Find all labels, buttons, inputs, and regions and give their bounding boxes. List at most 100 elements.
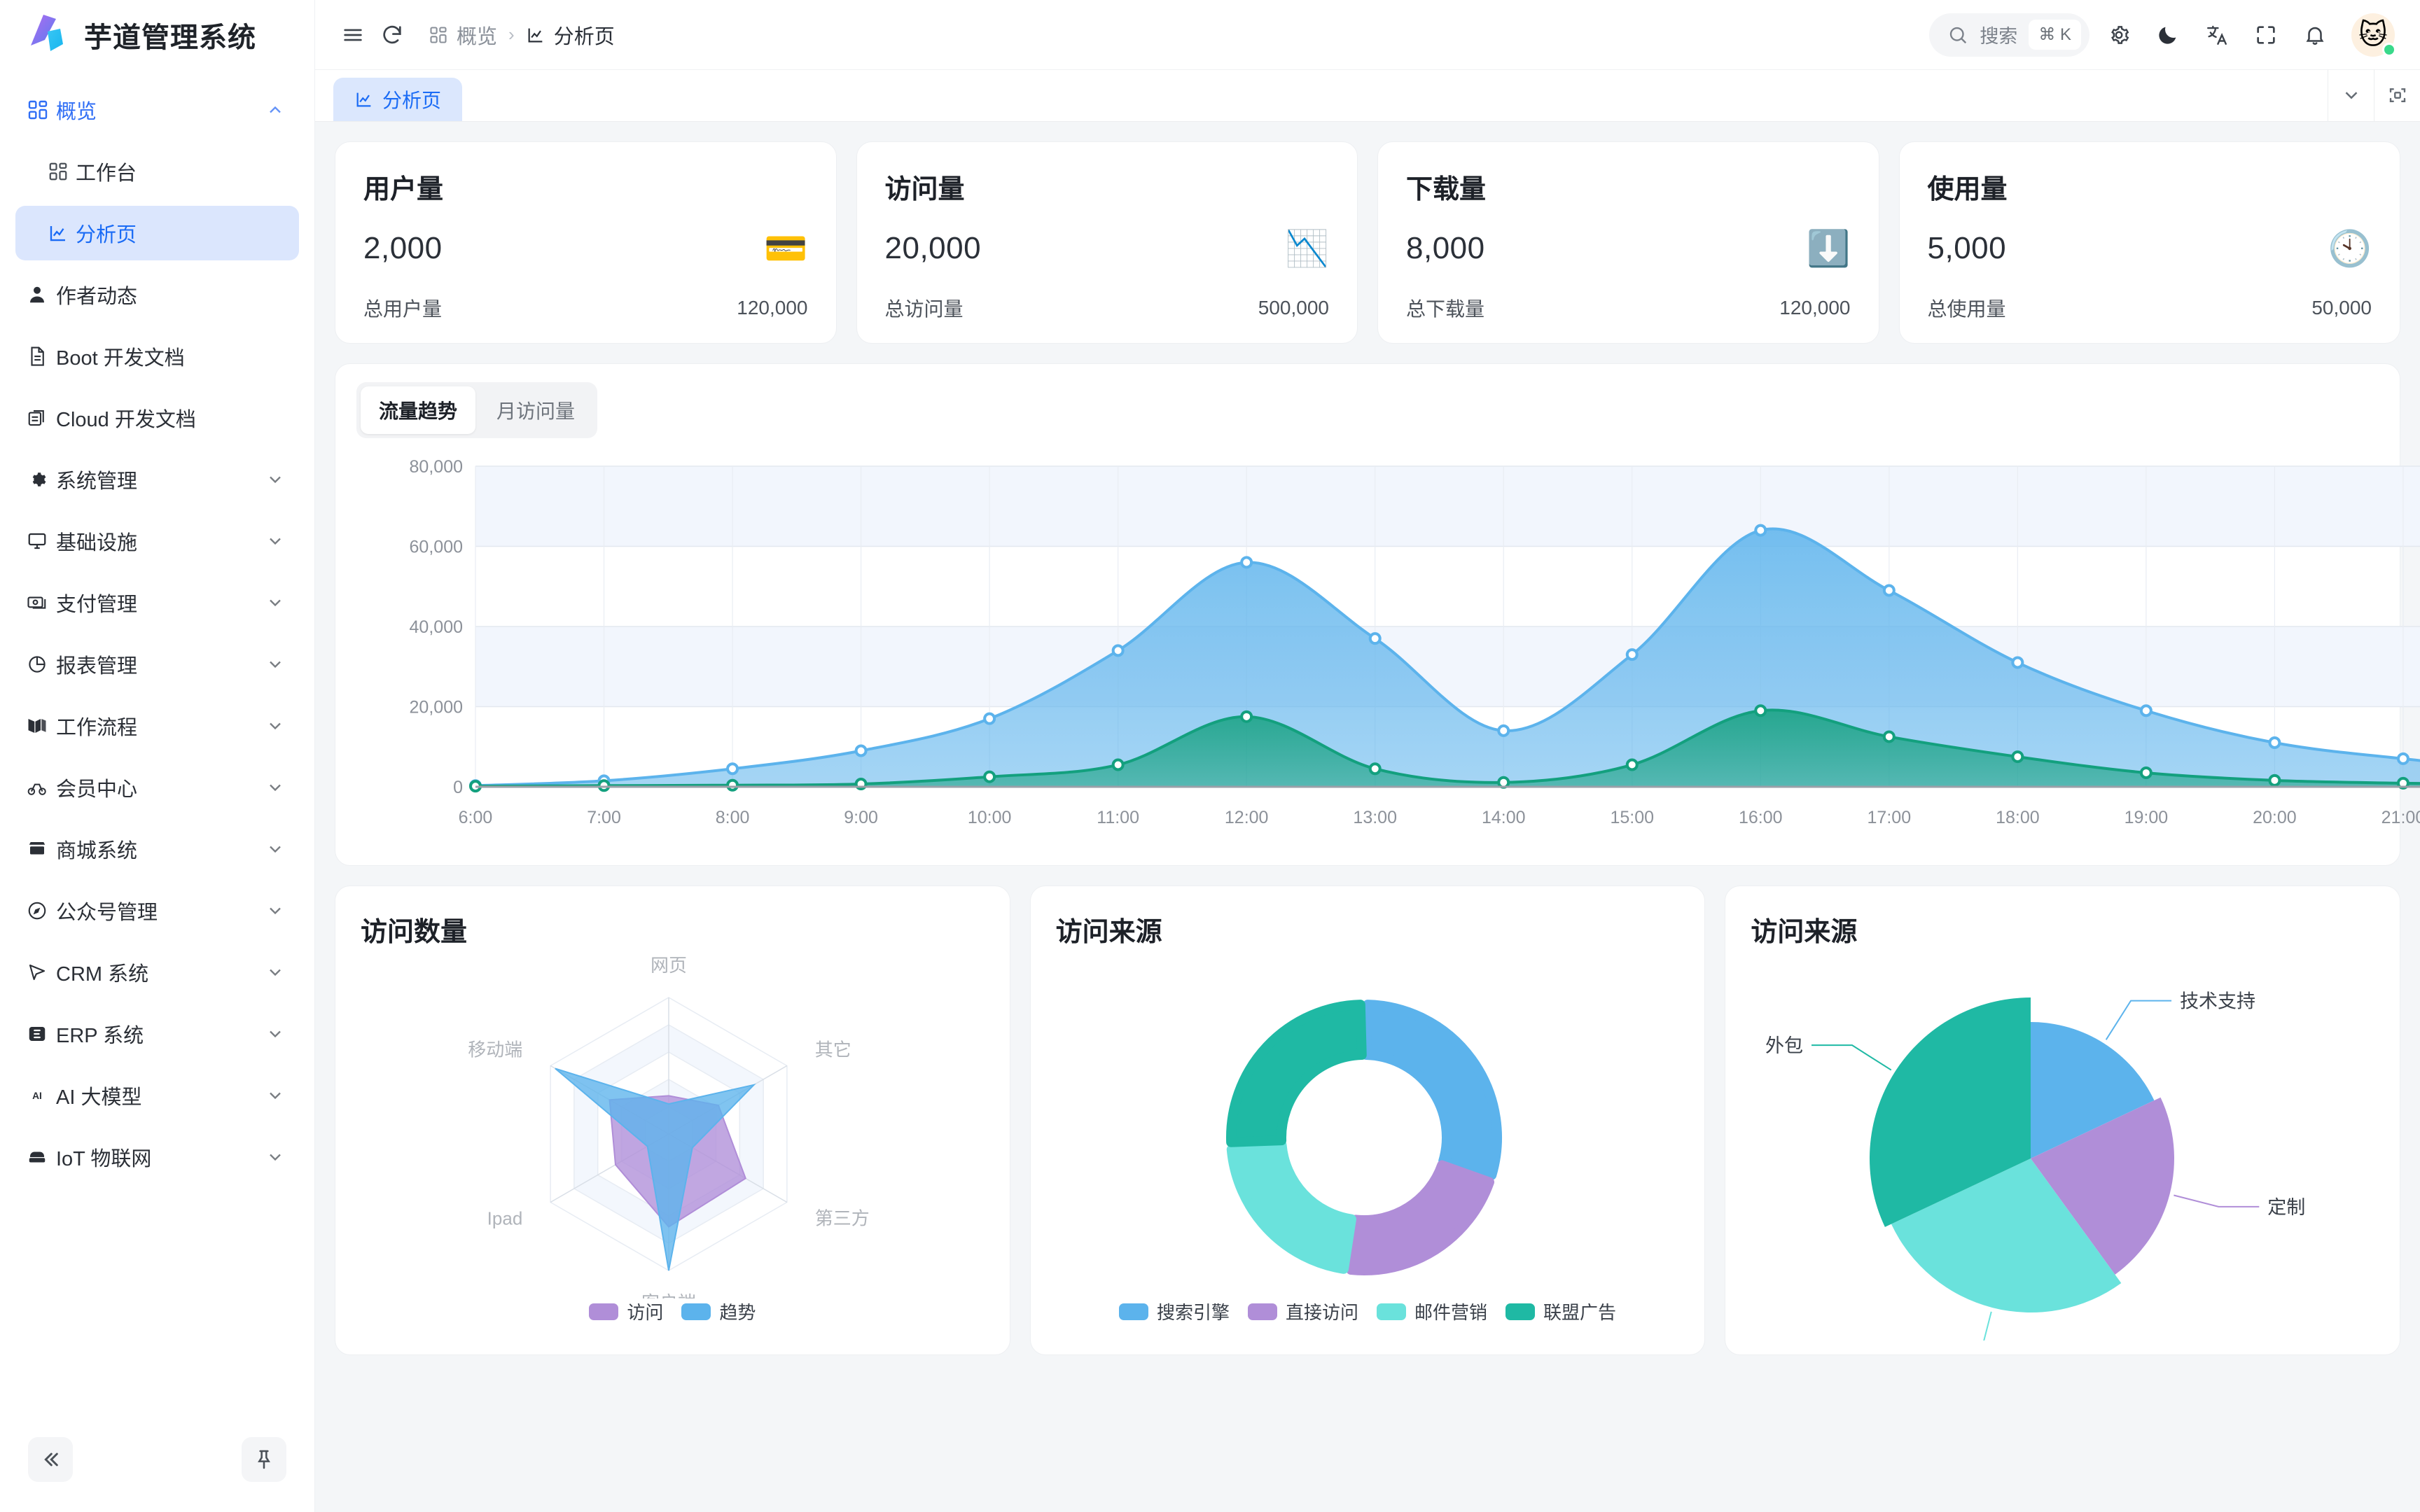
sidebar-item-workflow[interactable]: 工作流程	[15, 699, 299, 753]
source-donut-chart	[1056, 948, 1680, 1298]
chart-icon	[354, 90, 374, 109]
svg-text:其它: 其它	[815, 1040, 851, 1060]
legend-item[interactable]: 直接访问	[1247, 1298, 1358, 1324]
sidebar-item-analysis[interactable]: 分析页	[15, 206, 299, 260]
sidebar-item-workbench[interactable]: 工作台	[15, 144, 299, 199]
page-content: 用户量 2,000 💳 总用户量 120,000 访问量 20,000 📉	[315, 122, 2420, 1512]
visit-count-card: 访问数量 网页其它第三方客户端 Ipad 移动端 访问 趋势	[335, 886, 1010, 1355]
chevron-down-icon	[265, 716, 286, 736]
stat-total-label: 总下载量	[1406, 298, 1485, 320]
sidebar-footer	[0, 1428, 314, 1512]
chevron-down-icon	[265, 778, 286, 797]
svg-text:定制: 定制	[2268, 1197, 2306, 1218]
refresh-icon[interactable]	[373, 15, 412, 55]
svg-text:20:00: 20:00	[2253, 808, 2297, 827]
breadcrumb-item-analysis[interactable]: 分析页	[526, 20, 615, 50]
stat-title: 访问量	[884, 175, 965, 204]
chart-icon	[48, 223, 76, 244]
stat-value: 2,000	[363, 231, 443, 265]
sidebar-item-label: 商城系统	[56, 840, 138, 862]
legend-item[interactable]: 趋势	[681, 1298, 756, 1324]
breadcrumb-separator: ›	[508, 24, 515, 45]
trend-tab-monthly[interactable]: 月访问量	[496, 400, 576, 422]
tab-dropdown-button[interactable]	[2328, 69, 2374, 121]
breadcrumb-label: 分析页	[553, 25, 615, 48]
sidebar-item-label: 工作流程	[56, 717, 138, 739]
sidebar-item-erp-system[interactable]: ERP 系统	[15, 1007, 299, 1061]
sidebar-item-label: CRM 系统	[56, 963, 149, 986]
sidebar-item-label: 系统管理	[56, 470, 138, 493]
legend-item[interactable]: 搜索引擎	[1118, 1298, 1230, 1324]
brand[interactable]: 芋道管理系统	[0, 0, 314, 70]
sidebar-item-member-center[interactable]: 会员中心	[15, 760, 299, 815]
sidebar-item-mall-system[interactable]: 商城系统	[15, 822, 299, 876]
fullscreen-button[interactable]	[2246, 15, 2286, 55]
stat-total-label: 总使用量	[1927, 298, 2006, 320]
svg-text:AI: AI	[32, 1091, 42, 1101]
tab-analysis[interactable]: 分析页	[333, 78, 463, 121]
pin-sidebar-button[interactable]	[242, 1437, 286, 1482]
sidebar-item-ai-model[interactable]: AI AI 大模型	[15, 1068, 299, 1123]
notifications-button[interactable]	[2295, 15, 2335, 55]
svg-text:Ipad: Ipad	[487, 1208, 523, 1229]
clock-icon: 🕙	[2328, 229, 2372, 268]
svg-text:第三方: 第三方	[815, 1208, 870, 1229]
tabbar-controls	[2328, 69, 2420, 121]
grid-icon	[429, 25, 448, 45]
chevron-down-icon	[265, 654, 286, 674]
sidebar-item-label: 概览	[56, 101, 97, 123]
collapse-sidebar-button[interactable]	[28, 1437, 73, 1482]
topbar-actions: 搜索 ⌘ K	[1929, 13, 2396, 57]
svg-text:11:00: 11:00	[1097, 808, 1139, 827]
sidebar-item-report-management[interactable]: 报表管理	[15, 637, 299, 692]
svg-text:13:00: 13:00	[1353, 808, 1397, 827]
content-expand-button[interactable]	[2374, 69, 2420, 121]
sidebar-item-system-management[interactable]: 系统管理	[15, 452, 299, 507]
search-input[interactable]: 搜索 ⌘ K	[1929, 13, 2089, 57]
legend-label: 趋势	[719, 1302, 756, 1323]
stat-total-value: 120,000	[737, 297, 808, 318]
chevron-down-icon	[265, 901, 286, 920]
legend-swatch	[1505, 1303, 1536, 1320]
avatar[interactable]: 🐱	[2351, 13, 2396, 57]
copy-document-icon	[27, 407, 56, 428]
breadcrumb-item-overview[interactable]: 概览	[429, 20, 497, 50]
user-icon	[27, 284, 56, 305]
sidebar-item-overview[interactable]: 概览	[15, 83, 299, 137]
gear-icon	[27, 469, 56, 490]
chart-icon	[526, 25, 545, 45]
legend-item[interactable]: 访问	[589, 1298, 663, 1324]
trend-tab-traffic[interactable]: 流量趋势	[361, 386, 476, 434]
credit-card-icon: 💳	[764, 229, 808, 268]
sidebar-item-crm-system[interactable]: CRM 系统	[15, 945, 299, 1000]
sidebar-item-boot-docs[interactable]: Boot 开发文档	[15, 329, 299, 384]
chevron-down-icon	[265, 839, 286, 859]
stat-card-users: 用户量 2,000 💳 总用户量 120,000	[335, 141, 837, 344]
brand-title: 芋道管理系统	[84, 22, 256, 53]
chevron-down-icon	[265, 531, 286, 551]
sidebar-item-label: 分析页	[76, 224, 137, 246]
dark-mode-button[interactable]	[2148, 15, 2188, 55]
settings-button[interactable]	[2099, 15, 2139, 55]
svg-text:7:00: 7:00	[587, 808, 621, 827]
language-button[interactable]	[2197, 15, 2237, 55]
svg-text:15:00: 15:00	[1610, 808, 1654, 827]
traffic-area-chart: 80,000 60,000 40,000 20,000 0 6:00 7:00 8:00 9:0…	[356, 452, 2420, 851]
tabbar: 分析页	[315, 69, 2420, 122]
legend-item[interactable]: 联盟广告	[1505, 1298, 1616, 1324]
legend-item[interactable]: 邮件营销	[1377, 1298, 1487, 1324]
svg-text:14:00: 14:00	[1482, 808, 1526, 827]
stat-value: 20,000	[884, 231, 982, 265]
sidebar-item-payment-management[interactable]: 支付管理	[15, 575, 299, 630]
svg-text:16:00: 16:00	[1739, 808, 1783, 827]
hamburger-icon[interactable]	[333, 15, 373, 55]
sidebar-item-iot[interactable]: IoT 物联网	[15, 1130, 299, 1184]
status-badge	[2382, 42, 2396, 57]
sidebar-item-wechat-management[interactable]: 公众号管理	[15, 883, 299, 938]
legend-swatch	[1247, 1303, 1277, 1320]
svg-text:9:00: 9:00	[844, 808, 878, 827]
sidebar-item-cloud-docs[interactable]: Cloud 开发文档	[15, 391, 299, 445]
sidebar-item-infrastructure[interactable]: 基础设施	[15, 514, 299, 568]
main-area: 概览 › 分析页 搜索 ⌘	[315, 0, 2420, 1512]
sidebar-item-author-news[interactable]: 作者动态	[15, 267, 299, 322]
